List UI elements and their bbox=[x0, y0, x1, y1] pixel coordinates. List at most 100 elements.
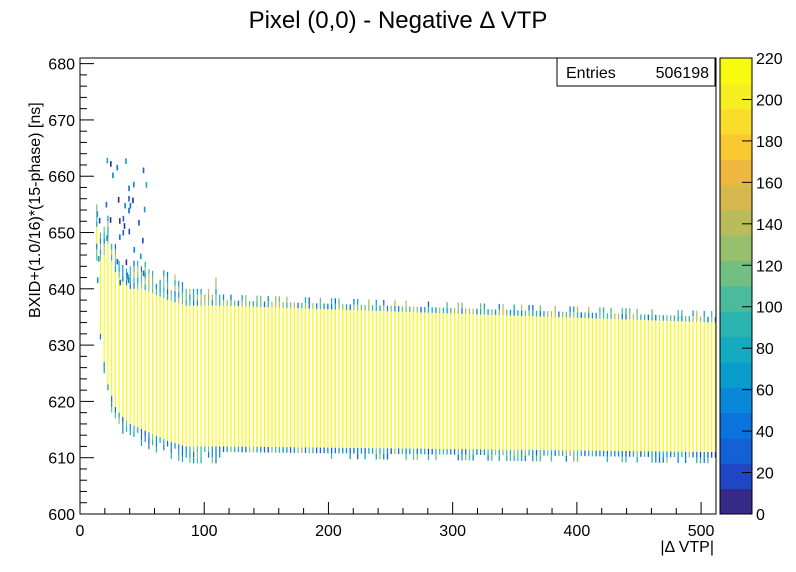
heatmap-cell bbox=[502, 309, 504, 316]
heatmap-cell bbox=[297, 447, 299, 453]
heatmap-cell bbox=[133, 431, 135, 437]
heatmap-cell bbox=[166, 440, 169, 447]
heatmap-cell bbox=[386, 311, 389, 449]
heatmap-cell bbox=[513, 304, 515, 311]
y-tick-label: 660 bbox=[48, 169, 75, 186]
heatmap-cell bbox=[181, 304, 184, 446]
heatmap-cell bbox=[163, 444, 165, 451]
heatmap-cell bbox=[513, 455, 515, 462]
color-scale-frame bbox=[719, 57, 753, 515]
heatmap-cell bbox=[588, 318, 590, 451]
heatmap-cell bbox=[666, 320, 668, 452]
heatmap-cell bbox=[96, 243, 98, 250]
heatmap-cell bbox=[103, 367, 105, 374]
stats-box: Entries 506198 bbox=[556, 57, 716, 87]
heatmap-cell bbox=[181, 287, 184, 294]
heatmap-cell bbox=[211, 300, 213, 306]
heatmap-cell bbox=[520, 455, 523, 462]
heatmap-cell bbox=[178, 444, 180, 450]
heatmap-cell bbox=[107, 226, 109, 233]
color-scale-tick-label: 60 bbox=[756, 383, 774, 400]
heatmap-cell bbox=[580, 317, 582, 451]
heatmap-cell bbox=[606, 456, 608, 463]
heatmap-cell bbox=[122, 281, 124, 417]
heatmap-cell bbox=[468, 449, 471, 455]
heatmap-cell bbox=[245, 446, 247, 453]
heatmap-cell bbox=[106, 157, 109, 164]
heatmap-cell bbox=[371, 310, 374, 449]
heatmap-cell bbox=[219, 300, 221, 306]
heatmap-cell bbox=[200, 288, 202, 295]
heatmap-cell bbox=[584, 450, 586, 457]
heatmap-cell bbox=[166, 283, 169, 289]
heatmap-cell bbox=[107, 384, 109, 391]
heatmap-cell bbox=[144, 289, 146, 431]
heatmap-cell bbox=[211, 305, 213, 447]
heatmap-cell bbox=[97, 256, 100, 262]
stats-box-frame bbox=[556, 57, 716, 87]
heatmap-cell bbox=[479, 449, 482, 456]
heatmap-cell bbox=[178, 297, 180, 304]
heatmap-cell bbox=[114, 271, 116, 408]
heatmap-cell bbox=[170, 301, 172, 442]
heatmap-cell bbox=[107, 238, 109, 244]
heatmap-cell bbox=[670, 451, 672, 458]
color-scale-swatch bbox=[720, 83, 752, 110]
heatmap-cell bbox=[707, 451, 709, 458]
heatmap-cell bbox=[133, 288, 135, 426]
heatmap-cell bbox=[96, 226, 98, 244]
heatmap-cell bbox=[610, 307, 612, 314]
heatmap-cell bbox=[286, 302, 288, 308]
heatmap-cell bbox=[230, 446, 232, 453]
heatmap-cell bbox=[278, 301, 281, 308]
heatmap-cell bbox=[696, 310, 698, 317]
heatmap-cell bbox=[193, 288, 195, 295]
heatmap-cell bbox=[330, 453, 333, 459]
heatmap-cell bbox=[502, 449, 504, 456]
heatmap-cell bbox=[383, 311, 385, 449]
heatmap-cell bbox=[547, 311, 549, 317]
color-scale-tick-label: 120 bbox=[756, 258, 783, 275]
heatmap-cell bbox=[200, 300, 202, 306]
heatmap-cell bbox=[312, 303, 314, 309]
heatmap-cell bbox=[204, 294, 206, 301]
heatmap-cell bbox=[465, 454, 467, 461]
color-scale-swatch bbox=[720, 134, 752, 160]
heatmap-cell bbox=[215, 294, 217, 301]
heatmap-cell bbox=[118, 418, 120, 424]
heatmap-cell bbox=[111, 395, 113, 402]
heatmap-cell bbox=[234, 300, 236, 307]
heatmap-cell bbox=[338, 298, 340, 305]
heatmap-cell bbox=[127, 277, 130, 283]
heatmap-cell bbox=[494, 309, 497, 316]
heatmap-cell bbox=[412, 448, 415, 455]
heatmap-cell bbox=[256, 301, 258, 307]
heatmap-cell bbox=[427, 448, 430, 455]
heatmap-cell bbox=[304, 297, 307, 303]
heatmap-cell bbox=[230, 305, 232, 447]
heatmap-cell bbox=[699, 457, 702, 464]
heatmap-cell bbox=[237, 300, 240, 307]
heatmap-cell bbox=[301, 308, 303, 448]
heatmap-cell bbox=[487, 455, 489, 461]
heatmap-cell bbox=[163, 275, 165, 282]
heatmap-cell bbox=[342, 304, 344, 310]
heatmap-cell bbox=[636, 456, 638, 463]
heatmap-cell bbox=[267, 301, 269, 308]
heatmap-cell bbox=[289, 447, 292, 453]
heatmap-cell bbox=[379, 311, 381, 449]
y-tick-label: 670 bbox=[48, 113, 75, 130]
heatmap-cell bbox=[643, 320, 646, 452]
heatmap-cell bbox=[286, 296, 288, 303]
heatmap-cell bbox=[152, 282, 154, 288]
heatmap-cell bbox=[185, 294, 187, 301]
heatmap-cell bbox=[196, 294, 198, 301]
heatmap-cell bbox=[520, 449, 523, 456]
heatmap-cell bbox=[301, 447, 303, 453]
heatmap-cell bbox=[573, 312, 575, 318]
heatmap-cell bbox=[621, 308, 623, 314]
heatmap-cell bbox=[401, 306, 404, 312]
heatmap-cell bbox=[178, 280, 180, 287]
heatmap-cell bbox=[275, 447, 277, 453]
